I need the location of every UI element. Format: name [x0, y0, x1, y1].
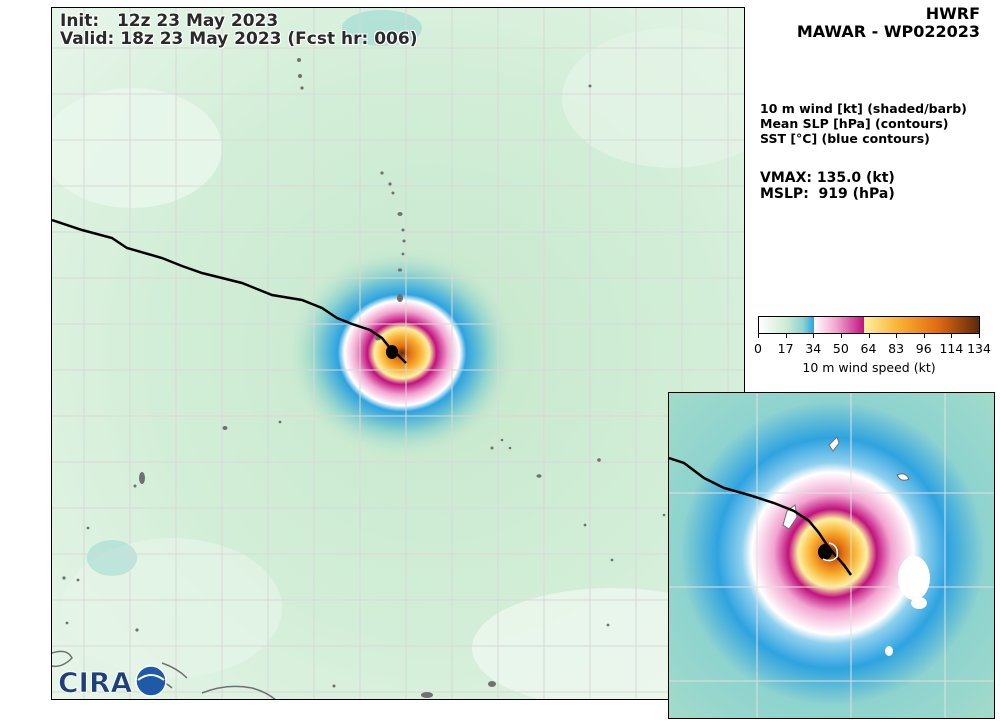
- colorbar-tick-label: 17: [777, 341, 794, 356]
- main-map: CIRA Init: 12z 23 May 2023 Valid: 18z 23…: [51, 7, 745, 700]
- colorbar-tick-label: 34: [805, 341, 822, 356]
- logo-text: CIRA: [58, 666, 133, 699]
- islands: [62, 58, 666, 698]
- model-name: HWRF: [925, 4, 980, 23]
- colorbar-canvas: [759, 317, 979, 333]
- inset-storm-track: [669, 456, 853, 576]
- colorbar-tick-label: 0: [754, 341, 762, 356]
- colorbar-tickmark: [868, 334, 870, 338]
- grid-lines: [52, 8, 744, 699]
- cira-logo: CIRA: [58, 665, 167, 699]
- colorbar-tick-label: 134: [967, 341, 991, 356]
- inset-grid-lines: [669, 393, 994, 718]
- inset-map-canvas: [669, 393, 994, 718]
- colorbar-tickmark: [785, 334, 787, 338]
- mslp-readout: MSLP: 919 (hPa): [760, 186, 895, 202]
- field-desc-sst: SST [°C] (blue contours): [760, 131, 930, 146]
- init-line: Init: 12z 23 May 2023: [60, 11, 279, 31]
- storm-track: [52, 218, 407, 364]
- colorbar-label: 10 m wind speed (kt): [802, 360, 936, 375]
- inset-wind-patches: [885, 556, 930, 656]
- field-desc-slp: Mean SLP [hPa] (contours): [760, 116, 949, 131]
- colorbar-tick-label: 64: [860, 341, 877, 356]
- inset-eyewall-barb: [822, 542, 839, 562]
- colorbar-tickmark: [813, 334, 815, 338]
- colorbar-tickmark: [896, 334, 898, 338]
- colorbar-tick-label: 50: [832, 341, 849, 356]
- storm-name: MAWAR - WP022023: [796, 22, 980, 41]
- colorbar-tick-label: 114: [939, 341, 964, 356]
- valid-line: Valid: 18z 23 May 2023 (Fcst hr: 006): [60, 29, 418, 49]
- wind-colorbar: [758, 316, 980, 334]
- storm-core: [287, 248, 517, 458]
- main-map-canvas: CIRA: [52, 8, 744, 699]
- colorbar-tickmark: [979, 334, 980, 338]
- colorbar-tickmark: [951, 334, 953, 338]
- colorbar-tick-label: 96: [915, 341, 932, 356]
- storm-center-marker: [386, 345, 398, 359]
- colorbar-tickmark: [758, 334, 759, 338]
- inset-storm-center: [818, 544, 832, 560]
- colorbar-tickmark: [923, 334, 925, 338]
- inset-map: [668, 392, 995, 719]
- vmax-readout: VMAX: 135.0 (kt): [760, 170, 895, 186]
- colorbar-tick-label: 83: [888, 341, 905, 356]
- colorbar-tickmark: [840, 334, 842, 338]
- field-desc-wind: 10 m wind [kt] (shaded/barb): [760, 101, 967, 116]
